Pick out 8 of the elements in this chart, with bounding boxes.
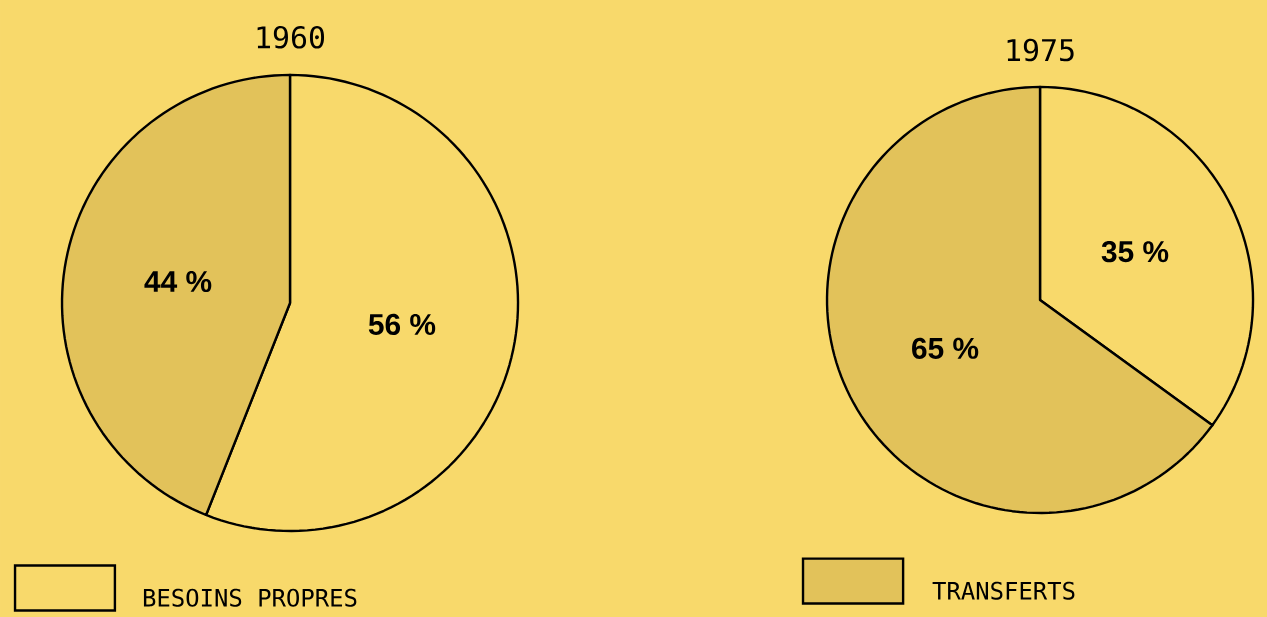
data-label: 35 % (1101, 241, 1169, 263)
legend-label: BESOINS PROPRES (143, 588, 357, 607)
legend-label: TRANSFERTS (932, 581, 1075, 600)
data-label: 65 % (912, 337, 979, 359)
chart-title: 1975 (1007, 38, 1074, 62)
data-label: 44 % (144, 271, 212, 293)
data-label: 56 % (368, 313, 436, 335)
chart-title: 1960 (257, 25, 325, 49)
